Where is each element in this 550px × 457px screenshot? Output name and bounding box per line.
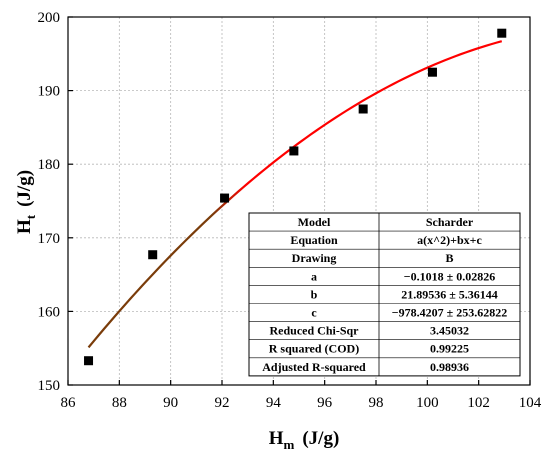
x-axis-title: Hm (J/g) — [269, 428, 340, 452]
y-tick-label-5: 200 — [38, 10, 61, 26]
fit-table-label-5: c — [311, 306, 317, 320]
fit-table-label-3: a — [311, 269, 317, 283]
fit-line — [87, 40, 503, 349]
fit-table-label-1: Equation — [290, 233, 338, 247]
x-tick-label-6: 98 — [369, 395, 384, 411]
x-tick-label-9: 104 — [519, 395, 542, 411]
data-point-5 — [427, 67, 437, 77]
fit-table-value-6: 3.45032 — [430, 324, 469, 338]
x-axis-title-main: H — [269, 428, 284, 449]
fit-results-table: Model Scharder Equation a(x^2)+bx+c Drawing B… — [248, 212, 521, 377]
plot-frame — [67, 16, 531, 386]
x-tick-label-4: 94 — [266, 395, 282, 411]
y-axis-title-unit: (J/g) — [14, 170, 35, 207]
fit-table-label-8: Adjusted R-squared — [262, 360, 366, 374]
fit-table-value-2: B — [445, 251, 453, 265]
x-tick-label-1: 88 — [112, 395, 127, 411]
y-tick-label-1: 160 — [38, 304, 61, 320]
x-tick-labels: 86 88 90 92 94 96 98 100 102 104 — [61, 395, 542, 411]
fit-table-label-2: Drawing — [292, 251, 337, 265]
data-points — [84, 28, 507, 366]
x-tick-label-8: 102 — [467, 395, 490, 411]
data-point-1 — [148, 250, 158, 260]
y-tick-labels: 150 160 170 180 190 200 — [38, 10, 61, 394]
x-tick-label-3: 92 — [215, 395, 230, 411]
y-tick-label-0: 150 — [38, 378, 61, 394]
fit-table-value-8: 0.98936 — [430, 360, 469, 374]
x-tick-label-5: 96 — [317, 395, 333, 411]
fit-table-frame — [248, 212, 521, 377]
data-point-3 — [289, 146, 299, 156]
axes — [67, 16, 531, 386]
y-tick-label-2: 170 — [38, 231, 61, 247]
y-axis-title-main: H — [14, 219, 35, 234]
fit-table-value-5: −978.4207 ± 253.62822 — [392, 306, 507, 320]
fit-table-label-7: R squared (COD) — [269, 342, 359, 356]
y-tick-label-3: 180 — [38, 157, 61, 173]
data-point-2 — [220, 193, 230, 203]
fit-table-label-4: b — [311, 287, 318, 301]
data-point-0 — [84, 356, 94, 366]
fit-table-value-4: 21.89536 ± 5.36144 — [401, 287, 498, 301]
x-tick-label-7: 100 — [416, 395, 439, 411]
fit-table-value-7: 0.99225 — [430, 342, 469, 356]
x-tick-label-0: 86 — [61, 395, 77, 411]
fit-table-value-3: −0.1018 ± 0.02826 — [404, 269, 495, 283]
x-axis-title-sub: m — [284, 437, 295, 452]
y-axis-title: Ht (J/g) — [14, 170, 38, 234]
data-point-4 — [358, 104, 368, 114]
y-axis-title-sub: t — [23, 214, 38, 219]
fit-table-label-0: Model — [298, 215, 331, 229]
fit-table-label-6: Reduced Chi-Sqr — [269, 324, 359, 338]
fit-table-value-0: Scharder — [426, 215, 474, 229]
fit-curve — [87, 40, 503, 349]
data-point-6 — [497, 28, 507, 38]
y-tick-label-4: 190 — [38, 84, 61, 100]
x-tick-label-2: 90 — [163, 395, 178, 411]
x-axis-title-unit: (J/g) — [302, 428, 339, 449]
fit-table-value-1: a(x^2)+bx+c — [417, 233, 482, 247]
